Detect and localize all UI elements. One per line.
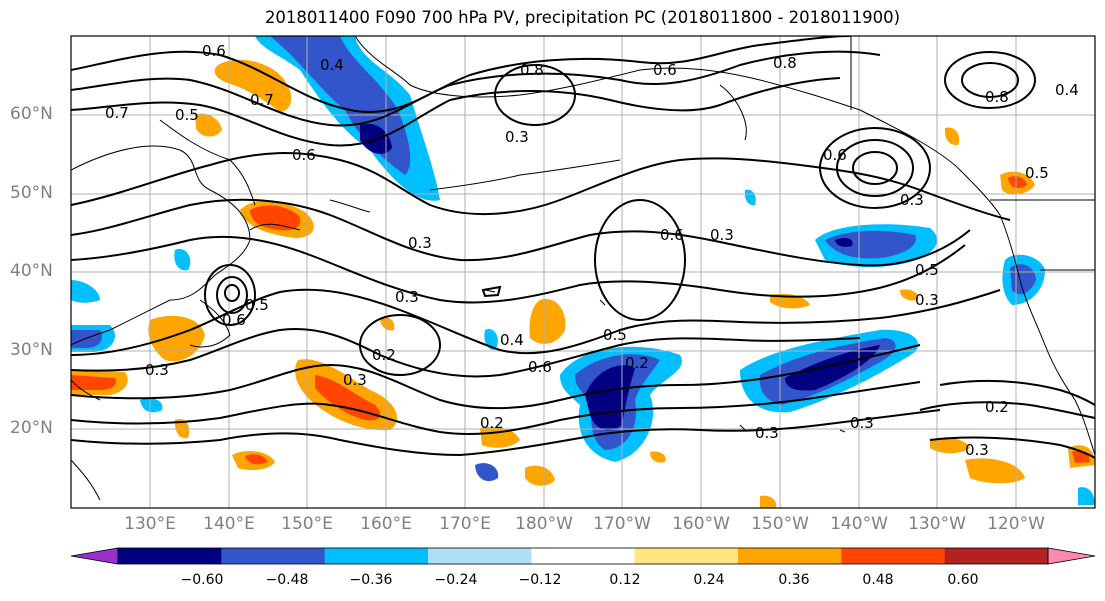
contour-label: 0.3 [915, 291, 939, 309]
contour-label: 0.6 [823, 146, 847, 164]
contour-label: 0.4 [1055, 81, 1079, 99]
lon-label: 170°W [593, 514, 651, 534]
contour-label: 0.3 [710, 226, 734, 244]
contour-label: 0.3 [145, 361, 169, 379]
precip-shading [71, 36, 1095, 508]
lat-label: 30°N [10, 340, 53, 360]
colorbar-extend-min [70, 547, 119, 565]
colorbar-swatch [944, 548, 1049, 564]
contour-label: 0.3 [900, 191, 924, 209]
grid-lines [71, 36, 1095, 508]
pv-contours [71, 36, 1095, 459]
colorbar-tick-label: 0.24 [693, 572, 725, 588]
colorbar-extend-max [1047, 547, 1096, 565]
colorbar-tick-label: −0.36 [349, 572, 393, 588]
lon-label: 140°E [203, 514, 255, 534]
contour-label: 0.3 [505, 128, 529, 146]
colorbar-swatch [118, 548, 222, 564]
map-frame [70, 35, 1096, 509]
contour-label: 0.3 [755, 424, 779, 442]
lon-label: 180°W [515, 514, 573, 534]
lon-label: 130°E [124, 514, 176, 534]
colorbar-swatch [634, 548, 739, 564]
contour-label: 0.2 [985, 398, 1009, 416]
colorbar-tick-label: 0.48 [862, 572, 894, 588]
contour-label: 0.6 [653, 61, 677, 79]
map-title: 2018011400 F090 700 hPa PV, precipitatio… [264, 8, 901, 27]
contour-label: 0.8 [773, 54, 797, 72]
contour-label: 0.5 [603, 326, 627, 344]
contour-label: 0.3 [850, 414, 874, 432]
contour-labels: 0.6 0.7 0.5 0.6 0.7 0.4 0.8 0.6 0.8 0.4 … [105, 42, 1079, 459]
contour-label: 0.5 [175, 106, 199, 124]
contour-label: 0.6 [528, 358, 552, 376]
coastlines [71, 36, 1095, 501]
contour-label: 0.8 [985, 88, 1009, 106]
lon-label: 130°W [908, 514, 966, 534]
contour-label: 0.3 [408, 234, 432, 252]
contour-label: 0.3 [395, 288, 419, 306]
colorbar-swatch [324, 548, 429, 564]
lon-label: 170°E [439, 514, 491, 534]
lon-label: 150°W [751, 514, 809, 534]
contour-label: 0.7 [250, 91, 274, 109]
contour-label: 0.5 [245, 296, 269, 314]
contour-label: 0.6 [202, 42, 226, 60]
contour-label: 0.6 [292, 146, 316, 164]
contour-label: 0.3 [965, 441, 989, 459]
colorbar-swatch [221, 548, 326, 564]
contour-label: 0.8 [520, 61, 544, 79]
colorbar-tick-label: −0.60 [180, 572, 224, 588]
lat-label: 20°N [10, 418, 53, 438]
colorbar-tick-label: −0.24 [434, 572, 478, 588]
contour-label: 0.3 [343, 371, 367, 389]
contour-label: 0.2 [372, 346, 396, 364]
contour-label: 0.2 [480, 414, 504, 432]
contour-label: 0.6 [660, 226, 684, 244]
colorbar-swatch [531, 548, 636, 564]
lat-label: 50°N [10, 183, 53, 203]
lon-label: 160°W [672, 514, 730, 534]
colorbar-tick-label: 0.12 [609, 572, 641, 588]
colorbar-tick-label: −0.12 [518, 572, 562, 588]
lat-label: 60°N [10, 104, 53, 124]
colorbar-swatch [428, 548, 532, 564]
colorbar-swatch [738, 548, 842, 564]
colorbar [70, 547, 1096, 565]
contour-label: 0.4 [500, 331, 524, 349]
colorbar-tick-label: 0.60 [947, 572, 979, 588]
contour-label: 0.5 [915, 261, 939, 279]
lon-label: 120°W [987, 514, 1045, 534]
contour-label: 0.4 [320, 56, 344, 74]
lon-label: 160°E [360, 514, 412, 534]
colorbar-swatch [841, 548, 946, 564]
colorbar-tick-label: 0.36 [778, 572, 810, 588]
contour-label: 0.5 [1025, 164, 1049, 182]
contour-label: 0.7 [105, 104, 129, 122]
lon-label: 140°W [830, 514, 888, 534]
contour-label: 0.2 [625, 354, 649, 372]
contour-label: 0.6 [222, 311, 246, 329]
lon-label: 150°E [281, 514, 333, 534]
colorbar-frame [117, 547, 1049, 565]
colorbar-tick-label: −0.48 [265, 572, 309, 588]
lat-label: 40°N [10, 261, 53, 281]
